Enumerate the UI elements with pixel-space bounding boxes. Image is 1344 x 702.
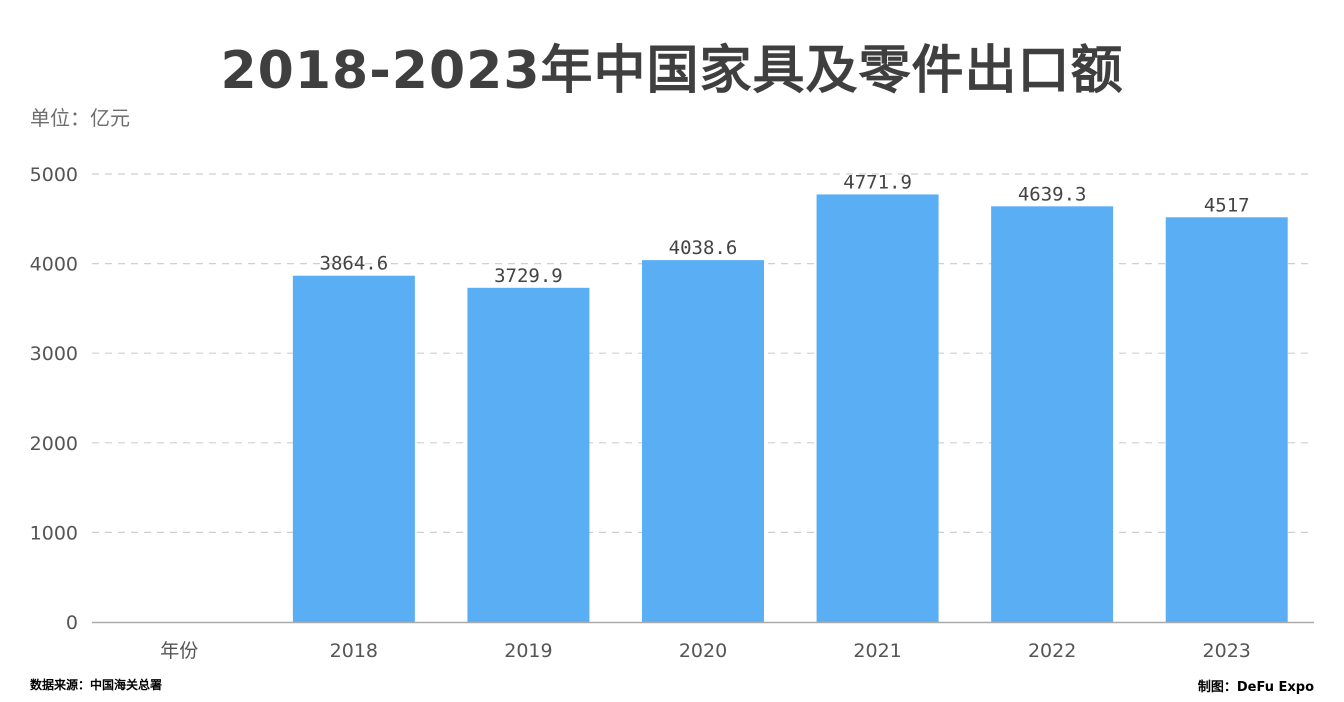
data-label-2023: 4517 [1204,194,1250,216]
bar-2019 [467,287,590,622]
y-tick-label: 0 [66,612,78,634]
x-tick-label-2018: 2018 [330,640,378,662]
bar-2018 [292,275,415,622]
y-tick-label: 4000 [30,254,78,276]
bar-2020 [642,260,764,622]
y-axis-ticks: 0 1000 2000 3000 4000 5000 [30,164,78,634]
bars [292,194,1288,623]
data-label-2021: 4771.9 [843,171,912,193]
unit-label: 单位：亿元 [30,106,130,130]
bar-2022 [991,206,1114,622]
bar-2023 [1165,217,1288,622]
x-tick-label-2022: 2022 [1028,640,1076,662]
data-label-2018: 3864.6 [320,253,389,275]
data-label-2022: 4639.3 [1018,183,1087,205]
x-axis-name: 年份 [160,640,198,662]
y-tick-label: 1000 [30,522,78,544]
bar-2021 [816,194,939,623]
data-label-2020: 4038.6 [669,237,738,259]
x-axis-ticks: 年份 2018 2019 2020 2021 2022 2023 [160,640,1251,662]
credit-note: 制图：DeFu Expo [1197,680,1314,695]
y-tick-label: 2000 [30,433,78,455]
source-note: 数据来源：中国海关总署 [30,678,163,692]
chart-title: 2018-2023年中国家具及零件出口额 [220,41,1124,101]
x-tick-label-2019: 2019 [504,640,552,662]
x-tick-label-2021: 2021 [853,640,901,662]
x-tick-label-2020: 2020 [679,640,727,662]
data-label-2019: 3729.9 [494,265,563,287]
y-tick-label: 3000 [30,343,78,365]
x-tick-label-2023: 2023 [1203,640,1251,662]
y-tick-label: 5000 [30,164,78,186]
data-labels: 3864.6 3729.9 4038.6 4771.9 4639.3 4517 [320,171,1250,286]
